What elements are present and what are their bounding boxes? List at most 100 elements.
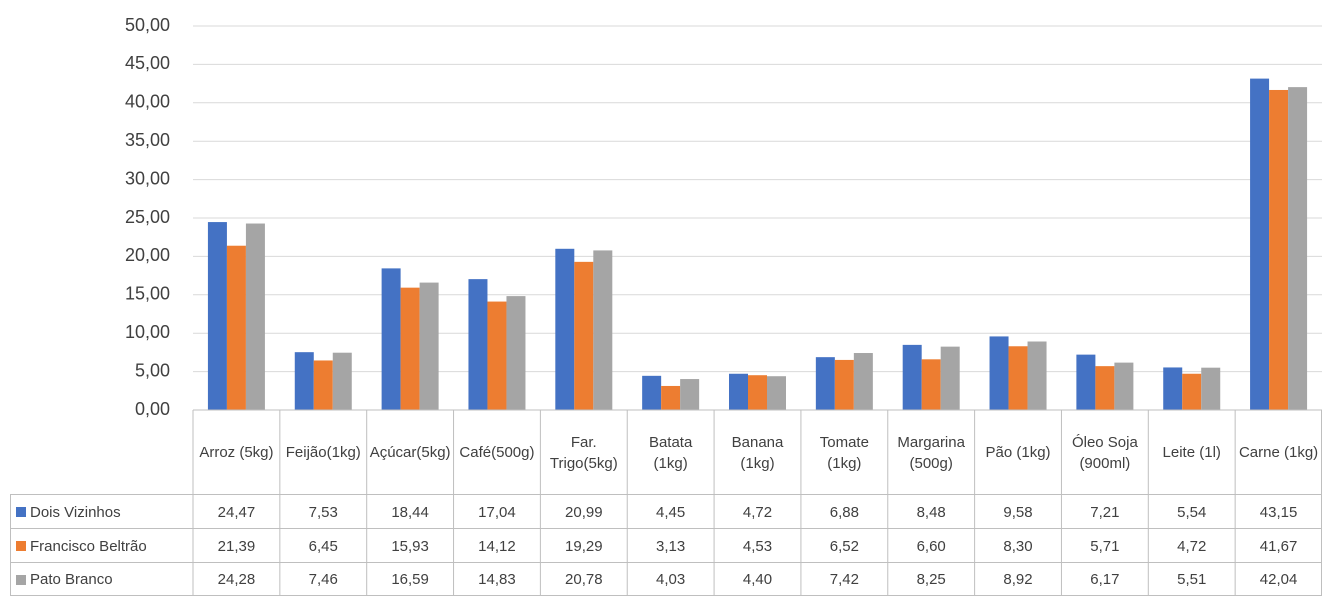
x-tick-label: Batata (1kg) <box>648 433 693 472</box>
legend-label: Dois Vizinhos <box>30 503 121 521</box>
bar <box>555 248 575 410</box>
bar <box>642 375 662 410</box>
table-cell: 20,78 <box>565 571 603 588</box>
bar <box>902 344 922 410</box>
x-tick-label: Tomate (1kg) <box>819 433 869 472</box>
bar <box>468 279 488 410</box>
bar <box>989 336 1009 410</box>
bar <box>381 268 401 410</box>
table-cell: 5,71 <box>1090 537 1120 555</box>
y-tick-label: 0,00 <box>135 399 170 419</box>
bar <box>1269 89 1289 411</box>
table-cell: 19,29 <box>565 537 603 555</box>
bar <box>1027 341 1047 410</box>
y-tick-label: 30,00 <box>125 168 170 188</box>
x-tick-label: Arroz (5kg) <box>199 444 274 461</box>
table-cell: 7,21 <box>1090 503 1120 521</box>
x-tick-label: Óleo Soja (900ml) <box>1071 433 1138 472</box>
bar <box>400 287 420 410</box>
bar <box>1288 87 1308 410</box>
y-tick-label: 45,00 <box>125 53 170 73</box>
bar <box>729 373 748 410</box>
table-cell: 14,83 <box>478 571 516 588</box>
table-cell: 42,04 <box>1259 571 1298 588</box>
bar <box>834 359 854 410</box>
table-cell: 6,88 <box>829 503 859 521</box>
bar <box>1076 354 1096 410</box>
table-cell: 17,04 <box>478 503 516 521</box>
legend-entry: Pato Branco <box>10 563 193 596</box>
legend-label: Pato Branco <box>30 571 113 588</box>
table-cell: 4,72 <box>1177 537 1207 555</box>
legend-entry: Dois Vizinhos <box>10 495 193 529</box>
x-tick-label: Far. Trigo(5kg) <box>549 433 618 472</box>
table-cell: 6,45 <box>308 537 338 555</box>
table-cell: 15,93 <box>391 537 429 555</box>
table-cell: 18,44 <box>391 503 429 521</box>
x-tick-label: Carne (1kg) <box>1238 444 1319 461</box>
table-cell: 43,15 <box>1259 503 1298 521</box>
table-cell: 4,53 <box>742 537 773 555</box>
legend-entry: Francisco Beltrão <box>10 529 193 563</box>
bar <box>1163 367 1183 410</box>
table-cell: 24,47 <box>217 503 256 521</box>
bar <box>207 222 227 410</box>
x-tick-label: Margarina (500g) <box>897 433 965 472</box>
table-cell: 24,28 <box>217 571 256 588</box>
table-cell: 14,12 <box>478 537 516 555</box>
bar <box>1201 367 1221 410</box>
table-cell: 4,40 <box>742 571 773 588</box>
table-cell: 4,03 <box>656 571 686 588</box>
table-cell: 41,67 <box>1259 537 1298 555</box>
y-tick-label: 40,00 <box>125 92 170 112</box>
bar <box>661 385 681 410</box>
table-cell: 6,52 <box>829 537 859 555</box>
bar <box>245 223 265 410</box>
bar <box>574 261 594 410</box>
bar <box>1182 373 1202 410</box>
y-tick-label: 25,00 <box>125 207 170 227</box>
table-cell: 8,92 <box>1003 571 1033 588</box>
bar <box>226 245 246 410</box>
bar <box>313 360 333 410</box>
table-cell: 8,25 <box>916 571 946 588</box>
x-tick-label: Pão (1kg) <box>985 444 1051 461</box>
x-tick-label: Banana (1kg) <box>731 433 784 472</box>
y-tick-label: 35,00 <box>125 130 170 150</box>
bar <box>332 352 352 410</box>
table-cell: 4,45 <box>656 503 686 521</box>
y-tick-label: 50,00 <box>125 15 170 35</box>
x-tick-label: Café(500g) <box>459 444 535 461</box>
table-cell: 8,48 <box>916 503 946 521</box>
table-cell: 6,17 <box>1090 571 1120 588</box>
bar <box>487 301 507 410</box>
legend-label: Francisco Beltrão <box>30 537 147 555</box>
table-cell: 4,72 <box>742 503 773 521</box>
bar <box>294 352 314 410</box>
bar <box>506 296 526 410</box>
table-cell: 3,13 <box>656 537 686 555</box>
table-cell: 9,58 <box>1003 503 1033 521</box>
legend-swatch <box>16 574 26 585</box>
bar <box>1114 362 1134 410</box>
legend-swatch <box>16 541 26 551</box>
legend-swatch <box>16 507 26 517</box>
x-tick-label: Açúcar(5kg) <box>369 444 451 461</box>
table-cell: 5,54 <box>1177 503 1207 521</box>
bar <box>680 379 700 410</box>
table-cell: 16,59 <box>391 571 429 588</box>
table-cell: 20,99 <box>565 503 603 521</box>
bar <box>1095 366 1115 410</box>
y-tick-label: 20,00 <box>125 245 170 265</box>
bar <box>815 357 835 410</box>
table-cell: 21,39 <box>217 537 256 555</box>
bar <box>940 346 960 410</box>
bar <box>1250 78 1270 410</box>
y-tick-label: 10,00 <box>125 322 170 342</box>
y-tick-label: 5,00 <box>135 360 170 380</box>
table-cell: 6,60 <box>916 537 946 555</box>
bar <box>767 376 786 410</box>
bar <box>419 282 439 410</box>
